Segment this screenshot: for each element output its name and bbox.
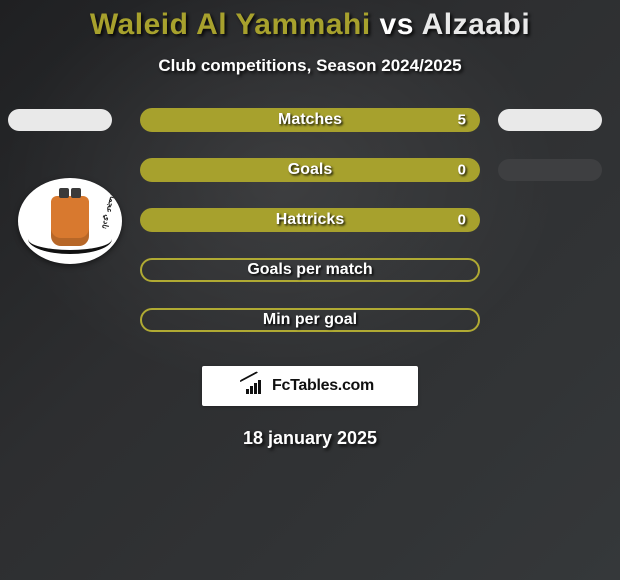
stat-label: Min per goal bbox=[263, 311, 357, 329]
stat-row: Goals per match bbox=[0, 258, 620, 282]
side-pill-right bbox=[498, 109, 602, 131]
title-vs: vs bbox=[380, 8, 414, 41]
side-pill-left bbox=[8, 109, 112, 131]
stat-value: 0 bbox=[458, 212, 466, 229]
side-pill-right bbox=[498, 159, 602, 181]
stat-value: 0 bbox=[458, 162, 466, 179]
stat-label: Goals per match bbox=[247, 261, 372, 279]
infographic-card: Waleid Al Yammahi vs Alzaabi Club compet… bbox=[0, 0, 620, 580]
subtitle: Club competitions, Season 2024/2025 bbox=[0, 56, 620, 76]
stat-label: Goals bbox=[288, 161, 332, 179]
stat-label: Matches bbox=[278, 111, 342, 129]
stat-value: 5 bbox=[458, 112, 466, 129]
stat-pill: Goals per match bbox=[140, 258, 480, 282]
stat-pill: Goals 0 bbox=[140, 158, 480, 182]
badge-text: نادي عجمان bbox=[100, 190, 119, 231]
watermark-text: FcTables.com bbox=[272, 377, 374, 395]
club-badge: نادي عجمان bbox=[18, 178, 122, 264]
badge-swoosh bbox=[28, 224, 112, 254]
stat-row: Min per goal bbox=[0, 308, 620, 332]
stat-row: Goals 0 bbox=[0, 158, 620, 182]
title-player1: Waleid Al Yammahi bbox=[90, 8, 371, 41]
page-title: Waleid Al Yammahi vs Alzaabi bbox=[0, 0, 620, 42]
stat-label: Hattricks bbox=[276, 211, 344, 229]
stat-pill: Hattricks 0 bbox=[140, 208, 480, 232]
stat-row: Matches 5 bbox=[0, 108, 620, 132]
watermark: FcTables.com bbox=[202, 366, 418, 406]
stat-pill: Matches 5 bbox=[140, 108, 480, 132]
bar-chart-icon bbox=[246, 378, 266, 394]
date-label: 18 january 2025 bbox=[0, 428, 620, 449]
title-player2: Alzaabi bbox=[422, 8, 531, 41]
stat-pill: Min per goal bbox=[140, 308, 480, 332]
